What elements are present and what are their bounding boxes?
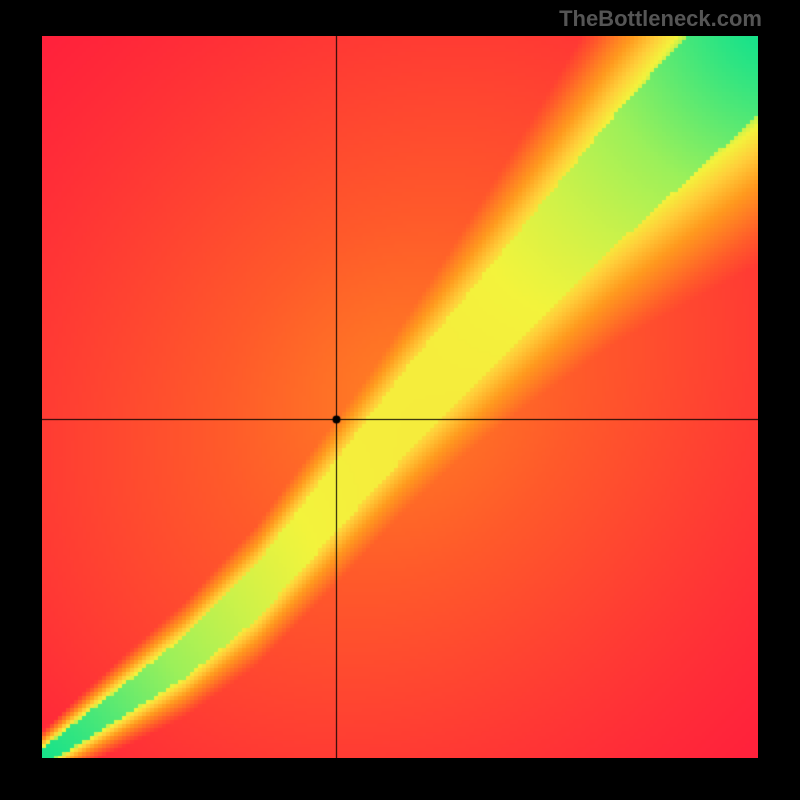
- bottleneck-heatmap: [42, 36, 758, 758]
- watermark-label: TheBottleneck.com: [559, 6, 762, 32]
